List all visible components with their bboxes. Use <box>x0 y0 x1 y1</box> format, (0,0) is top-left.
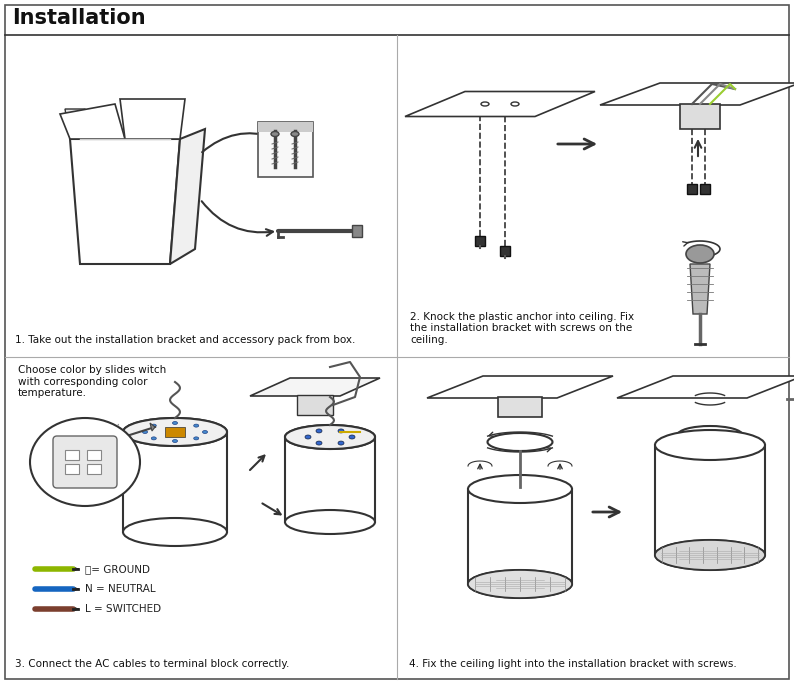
Text: 1. Take out the installation bracket and accessory pack from box.: 1. Take out the installation bracket and… <box>15 335 356 345</box>
Ellipse shape <box>468 475 572 503</box>
Bar <box>87 464 101 474</box>
Ellipse shape <box>194 437 198 440</box>
Bar <box>475 236 485 246</box>
Ellipse shape <box>172 421 178 425</box>
Polygon shape <box>170 129 205 264</box>
Bar <box>87 450 101 460</box>
Ellipse shape <box>338 429 344 433</box>
Bar <box>687 184 697 194</box>
Text: N = NEUTRAL: N = NEUTRAL <box>85 584 156 594</box>
Polygon shape <box>150 423 155 431</box>
Ellipse shape <box>349 435 355 439</box>
Polygon shape <box>427 376 613 398</box>
Ellipse shape <box>285 425 375 449</box>
Polygon shape <box>655 445 765 555</box>
Bar <box>65 450 79 460</box>
Ellipse shape <box>142 430 148 434</box>
Ellipse shape <box>677 426 742 444</box>
Bar <box>257 122 313 131</box>
Text: 2. Knock the plastic anchor into ceiling. Fix
the installation bracket with scre: 2. Knock the plastic anchor into ceiling… <box>410 312 634 345</box>
Ellipse shape <box>655 540 765 570</box>
Ellipse shape <box>271 131 279 137</box>
Polygon shape <box>468 489 572 584</box>
Ellipse shape <box>686 245 714 263</box>
Ellipse shape <box>305 435 311 439</box>
Bar <box>500 246 510 256</box>
Polygon shape <box>250 378 380 396</box>
Ellipse shape <box>468 570 572 598</box>
Ellipse shape <box>655 430 765 460</box>
Ellipse shape <box>123 418 227 446</box>
Ellipse shape <box>468 570 572 598</box>
Ellipse shape <box>172 440 178 443</box>
Bar <box>165 427 185 437</box>
Ellipse shape <box>152 424 156 427</box>
Polygon shape <box>65 109 95 139</box>
Bar <box>700 184 710 194</box>
Ellipse shape <box>338 441 344 445</box>
Ellipse shape <box>152 437 156 440</box>
Ellipse shape <box>194 424 198 427</box>
Ellipse shape <box>285 510 375 534</box>
Polygon shape <box>123 432 227 532</box>
Ellipse shape <box>123 418 227 446</box>
Text: L = SWITCHED: L = SWITCHED <box>85 604 161 614</box>
Text: Installation: Installation <box>12 8 145 28</box>
Polygon shape <box>70 139 180 264</box>
Text: 3. Connect the AC cables to terminal block correctly.: 3. Connect the AC cables to terminal blo… <box>15 659 289 669</box>
Bar <box>352 225 362 237</box>
FancyBboxPatch shape <box>53 436 117 488</box>
Bar <box>257 122 313 176</box>
Polygon shape <box>120 99 185 139</box>
Ellipse shape <box>316 429 322 433</box>
Bar <box>498 397 542 417</box>
Polygon shape <box>690 264 710 314</box>
Ellipse shape <box>481 102 489 106</box>
Ellipse shape <box>285 425 375 449</box>
Bar <box>680 104 720 129</box>
Ellipse shape <box>488 433 553 451</box>
Ellipse shape <box>291 131 299 137</box>
Ellipse shape <box>30 418 140 506</box>
Ellipse shape <box>123 518 227 546</box>
Ellipse shape <box>511 102 519 106</box>
Polygon shape <box>405 92 595 116</box>
Polygon shape <box>60 104 125 139</box>
Text: Choose color by slides witch
with corresponding color
temperature.: Choose color by slides witch with corres… <box>18 365 166 398</box>
Ellipse shape <box>316 441 322 445</box>
Ellipse shape <box>202 430 207 434</box>
Polygon shape <box>617 376 794 398</box>
Text: ⓘ= GROUND: ⓘ= GROUND <box>85 564 150 574</box>
Text: 4. Fix the ceiling light into the installation bracket with screws.: 4. Fix the ceiling light into the instal… <box>409 659 737 669</box>
Bar <box>297 395 333 415</box>
Bar <box>65 464 79 474</box>
Polygon shape <box>285 437 375 522</box>
Ellipse shape <box>655 540 765 570</box>
Polygon shape <box>600 83 794 105</box>
